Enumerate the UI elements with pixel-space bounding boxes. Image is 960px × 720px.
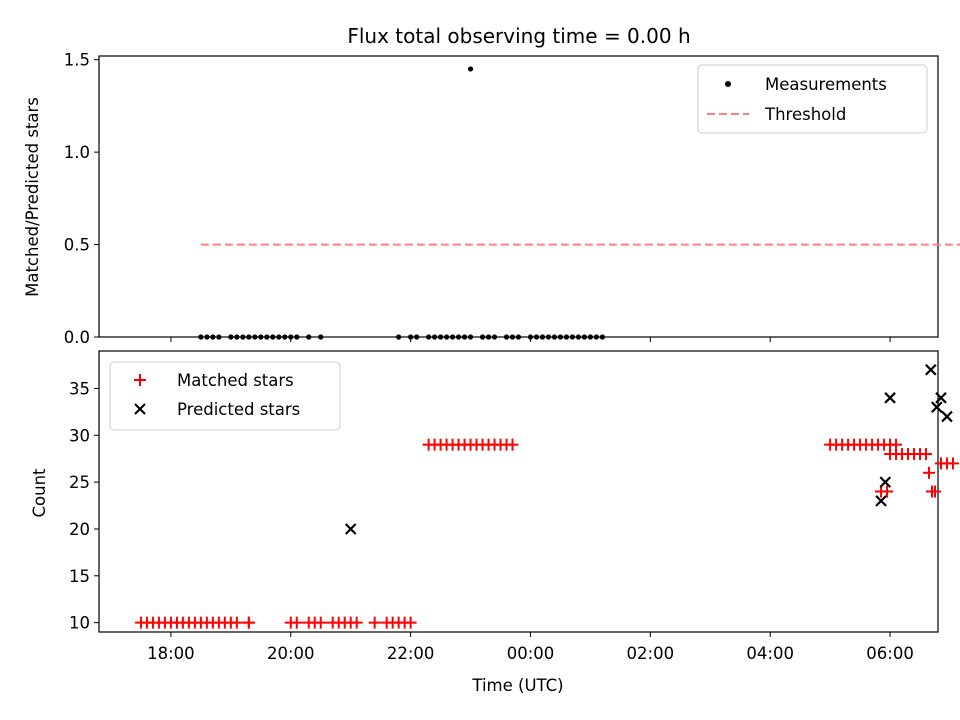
matched-star-point	[369, 617, 381, 629]
count-ytick-label: 25	[69, 473, 90, 492]
measurement-point	[408, 334, 413, 339]
time-x-label: Time (UTC)	[471, 676, 563, 695]
measurement-point	[480, 334, 485, 339]
matched-star-point	[231, 617, 243, 629]
matched-star-point	[947, 457, 959, 469]
count-ytick-label: 10	[69, 614, 90, 633]
count-legend: Matched stars Predicted stars	[110, 362, 340, 430]
count-y-label: Count	[30, 468, 49, 518]
measurement-point	[558, 334, 563, 339]
measurement-point	[276, 334, 281, 339]
predicted-star-point	[942, 412, 952, 422]
measurement-point	[600, 334, 605, 339]
measurement-point	[204, 334, 209, 339]
matched-star-point	[923, 467, 935, 479]
measurement-point	[216, 334, 221, 339]
measurement-point	[258, 334, 263, 339]
time-xtick-label: 06:00	[866, 644, 914, 663]
measurement-point	[198, 334, 203, 339]
ratio-ytick-label: 0.0	[64, 328, 90, 347]
measurement-point	[234, 334, 239, 339]
measurement-point	[252, 334, 257, 339]
matched-star-point	[507, 439, 519, 451]
time-xtick-label: 22:00	[387, 644, 435, 663]
measurement-point	[534, 334, 539, 339]
measurement-point	[444, 334, 449, 339]
measurement-point	[552, 334, 557, 339]
matched-star-point	[405, 617, 417, 629]
count-ytick-label: 30	[69, 426, 90, 445]
predicted-star-point	[885, 393, 895, 403]
matched-star-point	[291, 617, 303, 629]
measurement-point	[450, 334, 455, 339]
predicted-star-point	[932, 402, 942, 412]
ratio-legend: Measurements Threshold	[698, 65, 927, 133]
measurement-point	[504, 334, 509, 339]
measurement-point	[468, 334, 473, 339]
ratio-y-label: Matched/Predicted stars	[23, 97, 42, 297]
measurement-point	[528, 334, 533, 339]
measurement-point	[396, 334, 401, 339]
measurement-point	[540, 334, 545, 339]
matched-star-point	[929, 486, 941, 498]
ratio-ytick-label: 1.5	[64, 51, 90, 70]
matched-star-point	[315, 617, 327, 629]
matched-star-point	[920, 448, 932, 460]
measurement-point	[468, 66, 473, 71]
predicted-star-point	[880, 477, 890, 487]
count-ytick-label: 20	[69, 520, 90, 539]
measurement-point	[486, 334, 491, 339]
count-ytick-label: 35	[69, 379, 90, 398]
legend-measurements-label: Measurements	[765, 75, 887, 94]
measurement-point	[294, 334, 299, 339]
measurement-point	[456, 334, 461, 339]
measurement-point	[228, 334, 233, 339]
measurement-point	[546, 334, 551, 339]
time-xtick-label: 18:00	[147, 644, 195, 663]
measurement-point	[426, 334, 431, 339]
predicted-star-point	[926, 365, 936, 375]
time-xtick-label: 04:00	[746, 644, 794, 663]
predicted-star-point	[346, 524, 356, 534]
matched-star-point	[351, 617, 363, 629]
measurement-point	[510, 334, 515, 339]
measurement-point	[438, 334, 443, 339]
time-xtick-label: 00:00	[507, 644, 555, 663]
measurement-point	[516, 334, 521, 339]
legend-predicted-label: Predicted stars	[177, 400, 300, 419]
ratio-ytick-label: 1.0	[64, 143, 90, 162]
measurement-point	[264, 334, 269, 339]
measurement-point	[210, 334, 215, 339]
time-xtick-label: 20:00	[267, 644, 315, 663]
measurement-point	[240, 334, 245, 339]
measurement-point	[588, 334, 593, 339]
measurement-point	[570, 334, 575, 339]
measurement-point	[318, 334, 323, 339]
count-ytick-label: 15	[69, 567, 90, 586]
count-panel: 10 15 20 25 30 35 18:00 20:00 22:00 00:00 02:00 04…	[30, 351, 959, 695]
measurement-point	[306, 334, 311, 339]
measurement-point	[270, 334, 275, 339]
legend-measurements-marker	[725, 81, 731, 87]
measurement-point	[582, 334, 587, 339]
measurement-point	[432, 334, 437, 339]
chart-title: Flux total observing time = 0.00 h	[347, 24, 690, 48]
legend-threshold-label: Threshold	[764, 105, 846, 124]
measurement-point	[246, 334, 251, 339]
measurement-point	[282, 334, 287, 339]
time-xtick-label: 02:00	[627, 644, 675, 663]
legend-matched-label: Matched stars	[177, 371, 294, 390]
measurement-point	[594, 334, 599, 339]
matched-star-point	[881, 486, 893, 498]
measurement-point	[492, 334, 497, 339]
ratio-panel: 0.0 0.5 1.0 1.5 Matched/Predicted stars Mea…	[23, 51, 960, 347]
measurement-point	[288, 334, 293, 339]
measurement-point	[414, 334, 419, 339]
measurement-point	[576, 334, 581, 339]
matched-star-point	[243, 617, 255, 629]
measurement-point	[564, 334, 569, 339]
ratio-ytick-label: 0.5	[64, 236, 90, 255]
measurement-point	[462, 334, 467, 339]
